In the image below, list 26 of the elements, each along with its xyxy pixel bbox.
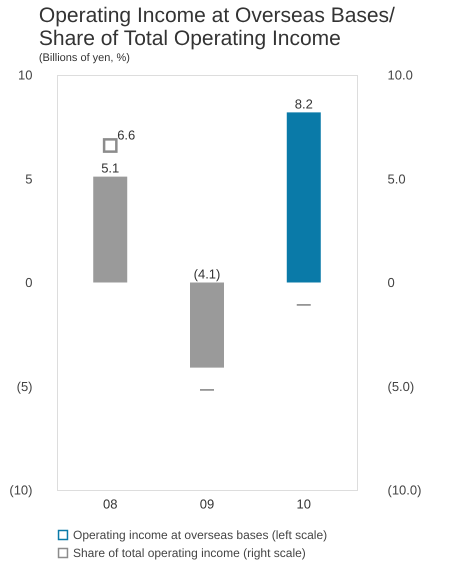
bar: [190, 282, 224, 368]
chart-subtitle: (Billions of yen, %): [38, 52, 130, 64]
legend-label: Share of total operating income (right scale): [73, 546, 306, 560]
y2-tick-label: 10.0: [388, 68, 413, 82]
data-label: 8.2: [294, 96, 313, 112]
annotation: —: [200, 380, 214, 397]
bar: [286, 112, 321, 282]
x-tick-label: 08: [102, 496, 118, 512]
x-tick-label: 10: [296, 496, 312, 512]
bar: [93, 176, 128, 282]
y2-tick-label: (5.0): [388, 378, 414, 394]
data-label: 6.6: [117, 128, 136, 143]
y-tick-label: 10: [18, 68, 32, 82]
y-tick-label: 5: [25, 171, 32, 186]
data-label: 5.1: [101, 160, 120, 176]
y2-tick-label: (10.0): [388, 482, 422, 498]
y2-tick-label: 0: [388, 275, 395, 290]
data-label: (4.1): [194, 266, 220, 282]
y-tick-label: (5): [16, 378, 32, 394]
legend-label: Operating income at overseas bases (left scale): [73, 528, 328, 542]
y-tick-label: 0: [25, 275, 32, 290]
y2-tick-label: 5.0: [388, 171, 406, 186]
chart-title: Operating Income at Overseas Bases/ Share of Total Operating Income: [38, 4, 396, 50]
y-tick-label: (10): [9, 482, 32, 498]
x-tick-label: 09: [200, 496, 214, 512]
annotation: —: [296, 296, 311, 312]
